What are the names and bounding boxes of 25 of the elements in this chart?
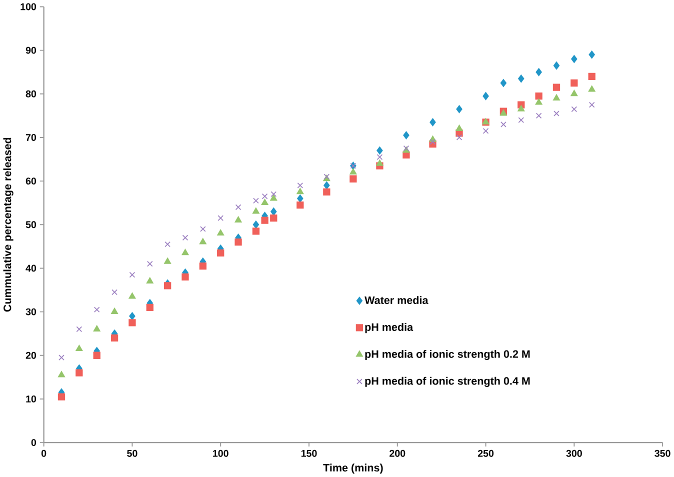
y-tick-label: 70	[26, 134, 36, 141]
x-tick-label: 200	[390, 450, 406, 457]
y-tick-label: 80	[26, 90, 36, 98]
y-tick-label: 60	[26, 178, 36, 185]
y-tick-label: 10	[26, 396, 36, 402]
legend-label: pH media of ionic strength 0.4 M	[365, 376, 530, 387]
legend-label: Water media	[364, 296, 428, 304]
x-tick-label: 300	[566, 450, 582, 457]
x-tick-label: 150	[301, 450, 317, 457]
y-tick-label: 20	[26, 352, 36, 359]
y-tick-label: 90	[26, 46, 36, 54]
legend-label: pH media of ionic strength 0.2 M	[365, 350, 530, 360]
x-tick-label: 0	[41, 450, 46, 457]
y-axis-title: Cummulative percentage released	[3, 138, 14, 312]
x-axis-title: Time (mins)	[323, 464, 383, 474]
x-tick-label: 50	[127, 450, 138, 457]
y-tick-label: 0	[31, 439, 36, 446]
x-tick-label: 100	[213, 450, 228, 457]
legend-label: pH media	[365, 323, 414, 334]
y-tick-label: 30	[26, 308, 36, 316]
x-tick-label: 350	[654, 450, 670, 457]
x-tick-label: 250	[478, 450, 494, 457]
y-tick-label: 50	[26, 221, 36, 228]
y-tick-label: 100	[20, 3, 36, 10]
y-tick-label: 40	[26, 264, 36, 272]
